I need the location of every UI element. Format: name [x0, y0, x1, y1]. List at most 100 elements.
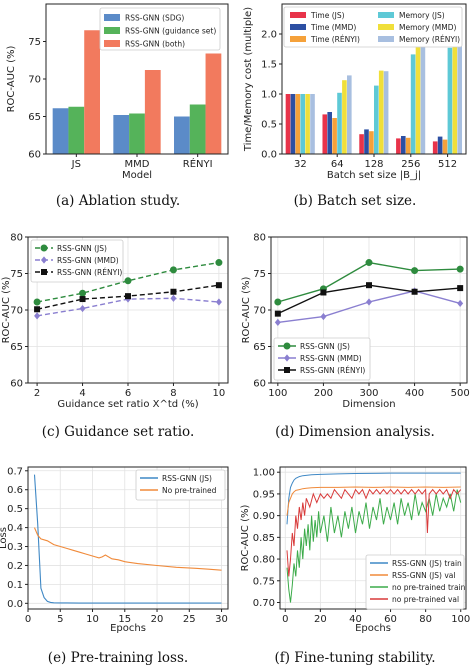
y-tick-label: 1.00: [253, 468, 275, 479]
x-tick-label: 15: [118, 614, 131, 625]
caption-b: (b) Batch set size.: [294, 193, 417, 209]
x-tick-label: 20: [314, 614, 327, 625]
bar: [374, 85, 379, 154]
y-tick-label: 70: [10, 306, 23, 317]
x-axis-label: Guidance set ratio X^td (%): [57, 399, 198, 410]
bar: [396, 138, 401, 154]
series-line: [33, 527, 222, 571]
bar: [432, 141, 438, 154]
data-point: [320, 312, 327, 321]
y-tick-label: 60: [253, 379, 266, 390]
bar: [205, 53, 222, 154]
legend-box: [365, 554, 465, 610]
bar: [332, 118, 337, 154]
x-tick-label: RÉNYI: [183, 157, 213, 170]
legend-label: RSS-GNN (MMD): [300, 354, 362, 363]
x-tick-label: 8: [170, 388, 176, 399]
x-tick-label: 128: [364, 159, 383, 170]
y-tick-label: 1.0: [261, 90, 277, 101]
y-tick-label: 0.6: [7, 485, 23, 496]
x-tick-label: 256: [401, 159, 420, 170]
bar: [327, 112, 332, 154]
y-tick-label: 2.0: [261, 30, 277, 41]
legend-swatch: [378, 24, 394, 30]
panel-e-pretraining-loss: 0.0 0.1 0.2 0.3 0.4 0.5 0.6 0.7 0 5 10 15 20 25 30 Loss…: [0, 466, 229, 634]
legend-label: RSS-GNN (JS): [162, 474, 212, 483]
data-point: [125, 293, 131, 300]
bar: [52, 108, 69, 154]
legend-label: RSS-GNN (both): [125, 40, 185, 49]
legend-box: [30, 239, 124, 283]
legend-label: RSS-GNN (guidance set): [125, 27, 216, 36]
plot-frame: [270, 236, 468, 384]
y-tick-label: 0.75: [253, 576, 275, 587]
bar: [420, 43, 426, 154]
y-tick-label: 0.3: [7, 542, 23, 553]
bar: [383, 71, 389, 154]
data-point: [284, 354, 290, 362]
panel-f-finetuning-stability: 0.70 0.75 0.80 0.85 0.90 0.95 1.00 0 20 40 60 80 100…: [240, 466, 470, 634]
y-tick-label: 80: [253, 233, 266, 244]
legend-label: RSS-GNN (RÉNYI): [57, 268, 122, 277]
data-point: [41, 269, 47, 275]
legend-swatch: [290, 36, 306, 42]
data-point: [170, 294, 177, 302]
y-tick-label: 0.5: [7, 504, 23, 515]
legend-label: Memory (JS): [399, 11, 445, 20]
legend-swatch: [290, 24, 306, 30]
legend-label: Memory (RÉNYI): [399, 35, 460, 44]
y-tick-label: 0.95: [253, 489, 275, 500]
y-tick-label: 0.5: [261, 120, 277, 131]
legend-swatch: [104, 40, 120, 47]
x-tick-label: 4: [79, 388, 85, 399]
panel-a-ablation: 60 65 70 75 JS MMD RÉNYI ROC-AUC (%) Model RSS-GN…: [6, 3, 229, 181]
data-point: [366, 298, 372, 306]
plot-frame: [45, 3, 229, 155]
legend-box: [283, 6, 463, 48]
x-tick-label: 400: [405, 388, 424, 399]
bar: [295, 94, 301, 154]
bar: [369, 131, 374, 154]
y-tick-label: 0.80: [253, 555, 275, 566]
caption-c: (c) Guidance set ratio.: [42, 424, 194, 440]
x-tick-label: 100: [268, 388, 287, 399]
series-line: [36, 261, 220, 303]
caption-f: (f) Fine-tuning stability.: [274, 650, 435, 666]
data-point: [215, 259, 223, 267]
data-point: [283, 342, 291, 350]
data-point: [274, 318, 281, 327]
x-tick-label: 500: [451, 388, 470, 399]
bar: [364, 129, 369, 154]
data-point: [366, 282, 372, 289]
x-tick-label: 200: [314, 388, 333, 399]
legend-label: Memory (MMD): [399, 23, 457, 32]
legend-box: [135, 469, 226, 501]
x-tick-label: 60: [384, 614, 397, 625]
panel-d-dimension: 60 65 70 75 80 100 200 300 400 500 ROC-AUC (%) Dime…: [241, 233, 470, 411]
legend-label: no pre-trained train: [392, 583, 466, 592]
data-point: [457, 285, 464, 292]
data-point: [274, 298, 282, 306]
x-tick-label: 0: [25, 614, 31, 625]
panel-b-batch-size: 0.0 0.5 1.0 1.5 2.0 32 64 128 256 512 Time/Memory …: [243, 3, 467, 181]
data-point: [411, 288, 418, 295]
y-tick-label: 0.90: [253, 511, 275, 522]
legend-label: Time (MMD): [310, 23, 356, 32]
bar: [322, 114, 328, 154]
data-point: [284, 367, 290, 373]
plot-frame: [281, 3, 467, 155]
y-axis-label: ROC-AUC (%): [240, 504, 251, 571]
legend-box: [273, 337, 371, 381]
x-tick-label: 40: [349, 614, 362, 625]
y-tick-label: 0.70: [253, 598, 275, 609]
data-point: [320, 289, 327, 296]
x-tick-label: 64: [331, 159, 344, 170]
legend-label: Time (JS): [310, 11, 345, 20]
bar: [129, 113, 145, 154]
y-tick-label: 0.0: [7, 599, 23, 610]
y-tick-label: 60: [28, 150, 41, 161]
x-axis-label: Model: [122, 170, 152, 181]
x-tick-label: 2: [34, 388, 40, 399]
series-line: [286, 472, 461, 525]
data-point: [41, 256, 47, 264]
